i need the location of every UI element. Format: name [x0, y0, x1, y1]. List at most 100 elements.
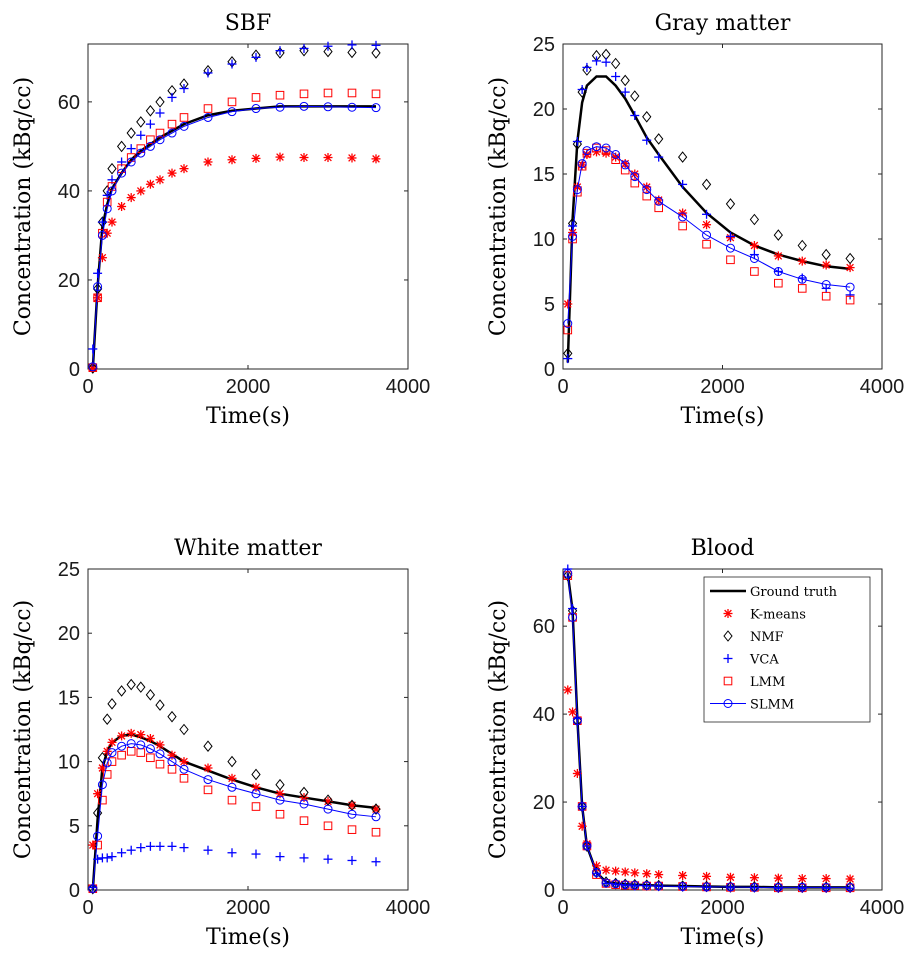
data-point	[577, 159, 587, 169]
data-point	[251, 768, 261, 781]
data-point	[126, 144, 136, 154]
data-point	[227, 773, 237, 783]
series-line	[567, 146, 851, 324]
data-point	[93, 789, 103, 799]
data-point	[563, 569, 573, 582]
data-point	[275, 152, 285, 162]
data-point	[702, 882, 712, 892]
legend-item: K-means	[723, 608, 806, 623]
data-point	[726, 255, 735, 265]
y-axis-label: Concentration (kBq/cc)	[11, 600, 36, 859]
data-point	[167, 757, 177, 767]
data-point	[563, 354, 573, 364]
data-point	[678, 212, 688, 222]
data-point	[117, 202, 127, 211]
data-point	[251, 849, 261, 859]
y-tick-label: 40	[58, 181, 80, 203]
data-point	[563, 685, 573, 695]
data-point	[347, 46, 357, 59]
data-point	[155, 740, 165, 750]
data-point	[93, 282, 103, 292]
data-point	[611, 72, 621, 81]
data-point	[572, 137, 582, 146]
data-point	[145, 119, 155, 129]
data-point	[773, 882, 783, 892]
data-point	[227, 155, 237, 165]
data-point	[145, 141, 155, 151]
data-point	[591, 142, 601, 152]
data-point	[179, 84, 189, 94]
data-point	[88, 362, 98, 374]
data-point	[591, 867, 601, 877]
series-vca	[563, 56, 855, 364]
data-point	[155, 96, 165, 108]
data-point	[323, 854, 333, 864]
data-point	[620, 87, 630, 97]
data-point	[642, 185, 652, 195]
data-point	[371, 103, 381, 113]
data-point	[136, 681, 146, 693]
chart-title: SBF	[225, 11, 272, 36]
data-point	[568, 604, 578, 614]
data-point	[642, 110, 652, 123]
data-point	[179, 121, 189, 131]
data-point	[227, 795, 237, 805]
legend-label: VCA	[749, 653, 779, 668]
data-point	[371, 803, 381, 815]
data-point	[845, 282, 855, 292]
x-tick-label: 2000	[226, 897, 271, 919]
data-point	[654, 870, 664, 880]
data-point	[88, 362, 98, 372]
data-point	[630, 172, 640, 182]
data-point	[702, 239, 711, 249]
legend-label: Ground truth	[750, 585, 838, 600]
x-tick-label: 0	[557, 376, 568, 398]
x-axis-label: Time(s)	[206, 404, 290, 429]
data-point	[563, 319, 573, 328]
series-nmf	[563, 48, 855, 360]
data-point	[275, 90, 285, 100]
data-point	[155, 108, 165, 118]
legend-item: Ground truth	[710, 585, 838, 600]
data-point	[136, 148, 146, 158]
data-point	[347, 88, 357, 98]
data-point	[601, 57, 611, 67]
data-point	[299, 853, 309, 863]
y-tick-label: 40	[533, 704, 555, 726]
data-point	[117, 741, 127, 751]
data-point	[251, 93, 261, 102]
data-point	[117, 168, 127, 178]
data-point	[821, 248, 831, 261]
data-point	[371, 154, 381, 164]
data-point	[107, 217, 117, 227]
data-point	[203, 112, 213, 122]
data-point	[702, 871, 712, 881]
data-point	[701, 178, 712, 191]
legend-item: VCA	[723, 653, 779, 668]
plot-area	[87, 43, 409, 370]
data-point	[251, 104, 261, 114]
data-point	[145, 744, 155, 754]
data-point	[179, 164, 189, 174]
y-tick-label: 25	[533, 34, 555, 56]
data-point	[323, 41, 333, 51]
data-point	[371, 47, 381, 59]
data-point	[275, 852, 285, 862]
data-point	[167, 92, 177, 102]
data-point	[126, 157, 136, 167]
series-k-means	[88, 152, 381, 373]
data-point	[126, 678, 136, 691]
data-point	[371, 804, 381, 814]
data-point	[572, 768, 582, 778]
data-point	[107, 852, 117, 862]
data-point	[203, 785, 213, 795]
y-tick-label: 15	[533, 164, 555, 186]
x-tick-label: 4000	[860, 376, 905, 398]
x-tick-label: 4000	[386, 897, 431, 919]
data-point	[203, 845, 213, 855]
data-point	[117, 848, 127, 858]
y-tick-label: 20	[58, 623, 80, 645]
data-point	[371, 857, 381, 867]
data-point	[323, 102, 333, 112]
data-point	[568, 707, 578, 717]
